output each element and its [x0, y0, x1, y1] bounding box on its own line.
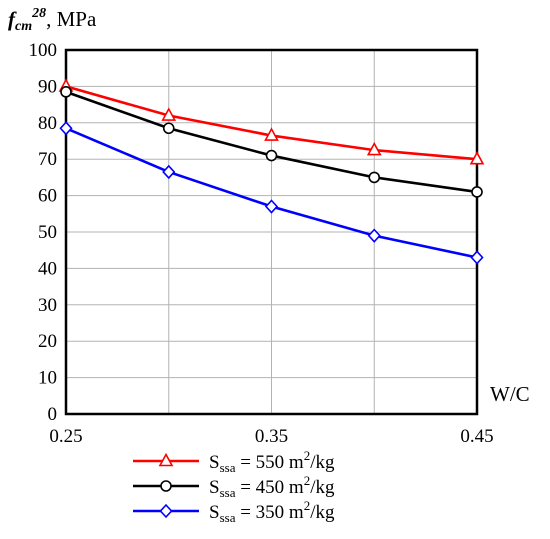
legend-name-rest: = 450 m [235, 477, 303, 498]
data-point [470, 250, 484, 265]
legend-name-rest: = 350 m [235, 502, 303, 523]
series-group [58, 78, 485, 265]
x-tick-label: 0.45 [460, 426, 493, 447]
legend-item: Sssa = 350 m2/kg [133, 498, 335, 525]
data-point [264, 127, 279, 141]
series-1 [60, 86, 483, 198]
y-tick-label: 80 [38, 113, 57, 134]
data-point [60, 86, 72, 98]
legend-marker [158, 452, 174, 467]
y-tick-label: 40 [38, 258, 57, 279]
tick-labels: 0 10 20 30 40 50 60 70 80 90 100 0.25 0.35 0.45 [29, 40, 494, 447]
y-title-sub: cm [15, 19, 32, 34]
legend-marker [160, 480, 172, 492]
y-tick-label: 30 [38, 295, 57, 316]
data-point [59, 121, 73, 136]
y-tick-label: 50 [38, 222, 57, 243]
y-title-sup: 28 [31, 6, 46, 21]
legend-name-rest: = 550 m [235, 452, 303, 473]
legend-name-main: S [209, 477, 220, 498]
legend-marker [159, 503, 173, 519]
data-point [264, 199, 279, 214]
legend-name-unit: /kg [310, 477, 335, 498]
plot-frame [64, 48, 479, 416]
legend-name-sub: ssa [220, 485, 236, 500]
legend-name-sub: ssa [220, 460, 236, 475]
legend-label: Sssa = 350 m2/kg [209, 498, 335, 525]
y-tick-label: 10 [38, 368, 57, 389]
y-title-unit: , MPa [46, 7, 97, 31]
legend-name-main: S [209, 502, 220, 523]
data-point [162, 164, 176, 180]
y-tick-label: 60 [38, 186, 57, 207]
legend-name-unit: /kg [310, 502, 335, 523]
legend-item: Sssa = 550 m2/kg [133, 448, 335, 475]
data-point [265, 149, 278, 162]
data-point [161, 107, 177, 121]
y-tick-label: 0 [48, 404, 58, 425]
y-tick-label: 20 [38, 331, 57, 352]
legend-name-main: S [209, 452, 220, 473]
data-point [366, 141, 382, 156]
gridlines [66, 50, 477, 414]
x-tick-label: 0.35 [255, 426, 288, 447]
y-tick-label: 70 [38, 149, 57, 170]
series-0 [58, 78, 485, 165]
legend-name-sub: ssa [220, 510, 236, 525]
legend-label: Sssa = 550 m2/kg [209, 448, 335, 475]
legend-name-sup: 2 [304, 448, 311, 463]
legend-label: Sssa = 450 m2/kg [209, 473, 335, 500]
data-point [469, 151, 485, 165]
data-point [368, 171, 381, 184]
legend-name-unit: /kg [310, 452, 335, 473]
legend-name-sup: 2 [304, 473, 311, 488]
legend-item: Sssa = 450 m2/kg [133, 473, 335, 500]
series-2 [59, 121, 484, 265]
x-tick-label: 0.25 [49, 426, 82, 447]
y-axis-title: fcm28, MPa [8, 6, 97, 34]
y-title-main: f [8, 7, 17, 31]
x-axis-title: W/C [490, 382, 530, 406]
legend-name-sup: 2 [304, 498, 311, 513]
data-point [471, 186, 483, 198]
data-point [162, 122, 175, 135]
y-tick-label: 90 [38, 76, 57, 97]
y-tick-label: 100 [29, 40, 58, 61]
data-point [367, 228, 381, 243]
